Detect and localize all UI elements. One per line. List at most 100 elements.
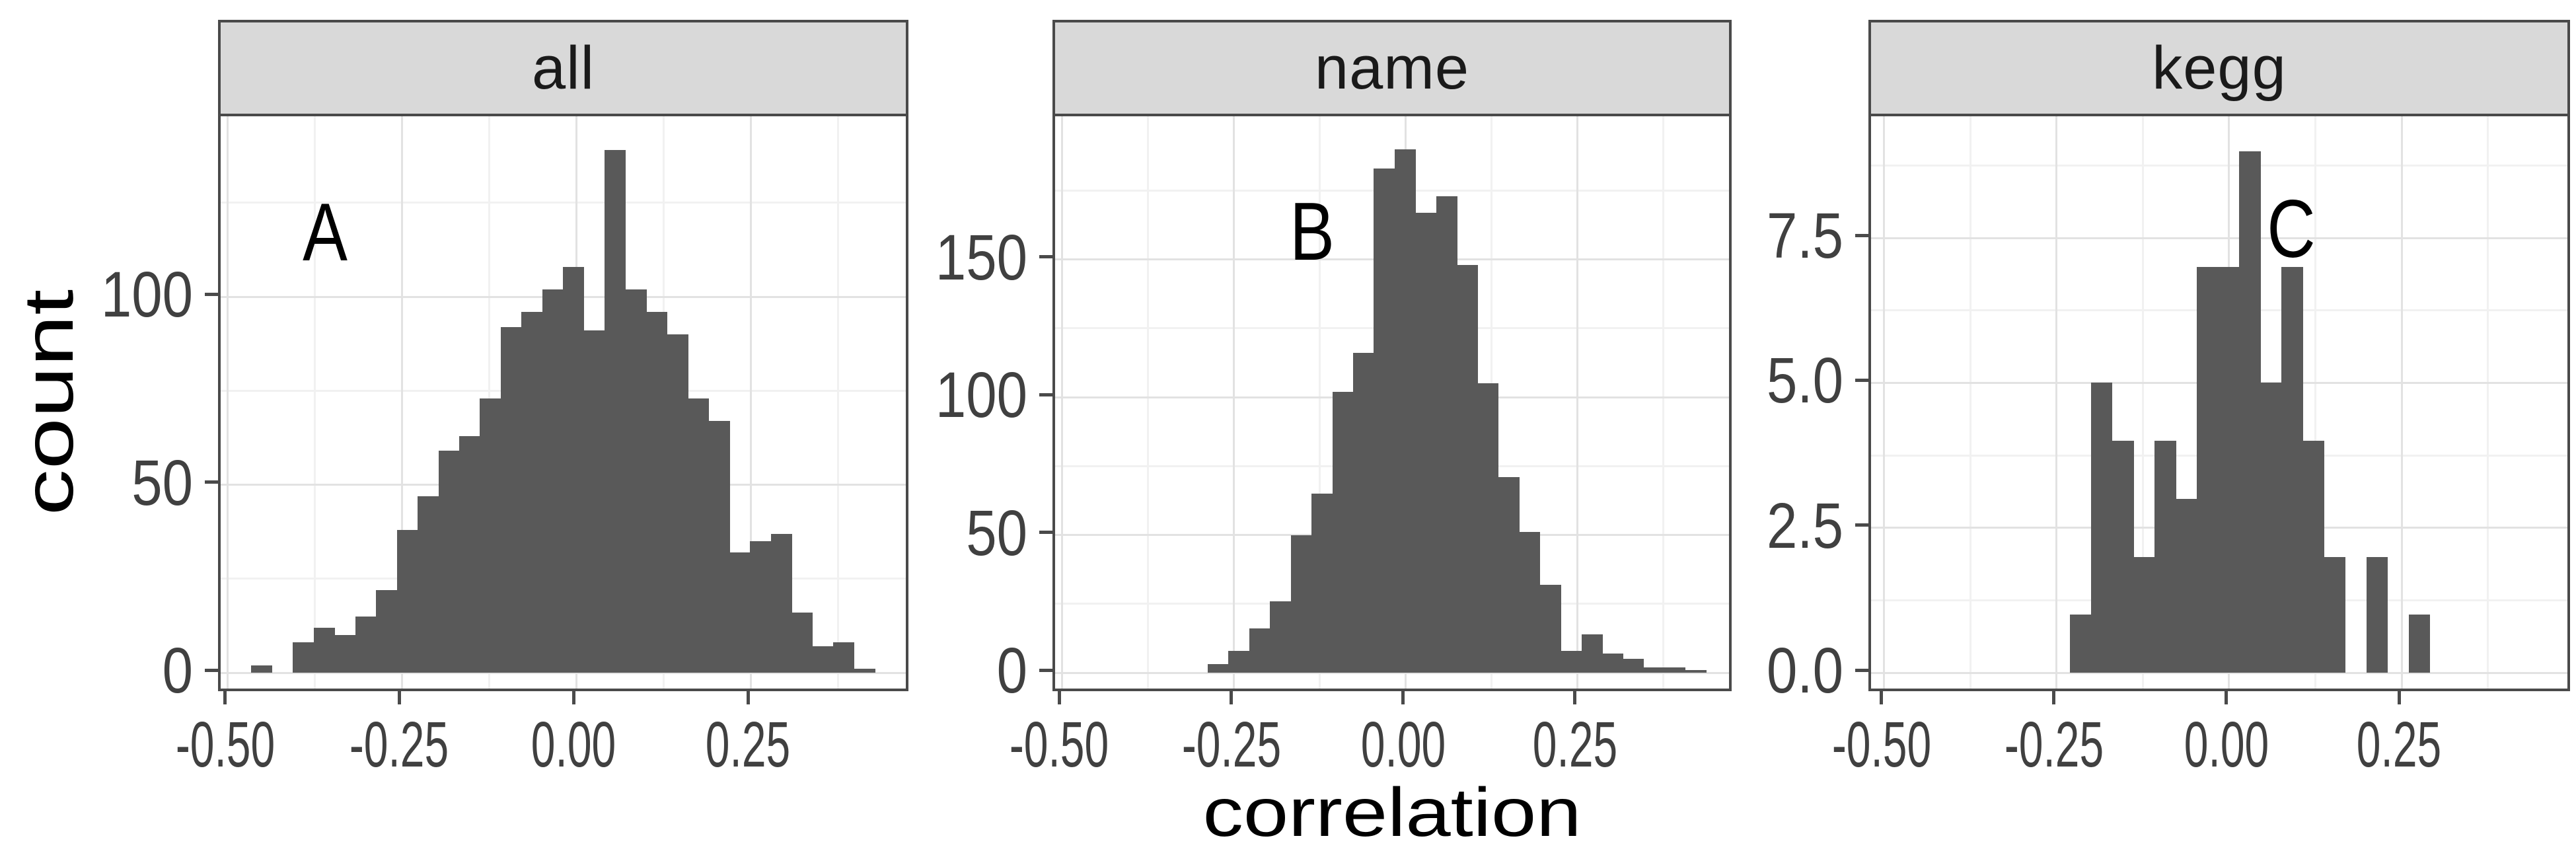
facet-strip-label: all <box>531 34 595 102</box>
histogram-bar <box>1207 664 1229 673</box>
histogram-bar <box>1664 667 1686 673</box>
y-tick-mark <box>1855 233 1870 237</box>
facet-strip-all: all <box>218 20 908 116</box>
y-tick-mark <box>205 668 219 672</box>
x-gridline-major <box>227 116 229 689</box>
histogram-bar <box>2069 615 2092 673</box>
histogram-bar <box>1270 601 1292 673</box>
y-tick-mark <box>1855 378 1870 382</box>
histogram-bar <box>459 435 481 673</box>
y-gridline-minor <box>221 202 906 204</box>
x-tick-label: -0.50 <box>1010 708 1109 780</box>
histogram-bar <box>2281 267 2303 673</box>
histogram-bar <box>521 311 543 673</box>
x-tick-label: 0.00 <box>1360 708 1446 780</box>
x-gridline-minor <box>1662 116 1665 689</box>
histogram-bar <box>833 642 855 673</box>
y-gridline-major <box>1871 237 2567 239</box>
histogram-bar <box>750 541 772 673</box>
x-tick-mark <box>571 690 575 704</box>
histogram-bar <box>2302 441 2325 673</box>
x-gridline-major <box>2400 116 2403 689</box>
x-tick-label: -0.25 <box>2004 708 2104 780</box>
y-tick-mark <box>1039 255 1054 259</box>
x-tick-mark <box>2052 690 2056 704</box>
x-gridline-major <box>1576 116 1579 689</box>
x-tick-label: -0.50 <box>1831 708 1931 780</box>
x-gridline-minor <box>836 116 839 689</box>
histogram-bar <box>1685 669 1707 673</box>
x-gridline-major <box>2055 116 2058 689</box>
histogram-bar <box>313 627 335 673</box>
histogram-bar <box>1394 149 1416 673</box>
x-gridline-major <box>749 116 752 689</box>
panel-letter-A: A <box>303 187 348 279</box>
x-tick-mark <box>223 690 227 704</box>
y-tick-mark <box>205 292 219 296</box>
histogram-bar <box>1415 212 1437 673</box>
x-tick-label: -0.25 <box>1181 708 1281 780</box>
histogram-bar <box>418 496 439 673</box>
histogram-bar <box>1352 353 1374 673</box>
facet-strip-kegg: kegg <box>1868 20 2570 116</box>
histogram-bar <box>2133 556 2155 673</box>
histogram-bar <box>2112 441 2134 673</box>
histogram-bar <box>563 266 585 673</box>
histogram-bar <box>500 326 522 673</box>
x-tick-mark <box>397 690 401 704</box>
histogram-bar <box>688 398 710 673</box>
histogram-bar <box>2260 383 2282 673</box>
histogram-bar <box>1249 628 1270 673</box>
histogram-bar <box>2324 556 2346 673</box>
histogram-bar <box>667 334 688 673</box>
x-tick-label: 0.00 <box>531 708 616 780</box>
histogram-bar <box>1623 659 1644 673</box>
x-tick-mark <box>2225 690 2228 704</box>
histogram-bar <box>854 669 875 673</box>
histogram-bar <box>1374 169 1395 673</box>
y-tick-label: 50 <box>966 496 1027 569</box>
histogram-bar <box>1539 584 1561 673</box>
histogram-bar <box>729 552 751 673</box>
histogram-bar <box>1498 477 1520 673</box>
histogram-bar <box>646 311 668 673</box>
histogram-bar <box>334 635 356 673</box>
y-tick-mark <box>1039 393 1054 396</box>
x-gridline-minor <box>1969 116 1971 689</box>
histogram-bar <box>1228 650 1250 673</box>
x-gridline-minor <box>314 116 316 689</box>
y-gridline-minor <box>1871 165 2567 167</box>
y-tick-label: 100 <box>100 258 193 331</box>
histogram-bar <box>355 616 377 673</box>
histogram-bar <box>1602 653 1624 673</box>
x-tick-label: 0.25 <box>2356 708 2442 780</box>
facet-strip-name: name <box>1052 20 1732 116</box>
histogram-bar <box>1311 494 1333 673</box>
x-axis-title: correlation <box>1202 774 1582 851</box>
x-tick-mark <box>746 690 750 704</box>
panel-letter-B: B <box>1290 186 1335 278</box>
x-tick-mark <box>1230 690 1233 704</box>
x-gridline-major <box>1233 116 1235 689</box>
histogram-bar <box>1643 667 1665 673</box>
histogram-bar <box>2218 267 2240 673</box>
y-tick-label: 0 <box>996 634 1027 706</box>
y-tick-mark <box>1039 531 1054 535</box>
histogram-bar <box>1457 265 1479 673</box>
histogram-panel-all: A <box>218 114 908 691</box>
facet-strip-label: kegg <box>2152 34 2287 102</box>
histogram-bar <box>1561 650 1582 673</box>
histogram-bar <box>251 665 273 673</box>
histogram-bar <box>376 589 398 673</box>
y-tick-label: 7.5 <box>1767 200 1843 272</box>
x-tick-label: 0.25 <box>1532 708 1617 780</box>
histogram-bar <box>396 529 418 673</box>
histogram-bar <box>583 330 605 673</box>
histogram-bar <box>438 451 460 673</box>
y-gridline-major <box>221 671 906 674</box>
histogram-bar <box>1332 391 1354 673</box>
histogram-bar <box>1477 383 1499 673</box>
histogram-bar <box>1581 634 1603 673</box>
y-tick-label: 2.5 <box>1767 489 1843 562</box>
